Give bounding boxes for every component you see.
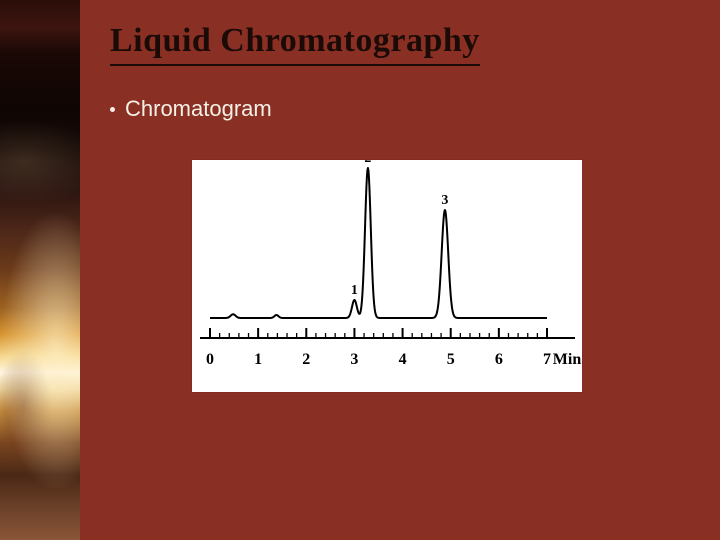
svg-text:5: 5 <box>447 351 455 368</box>
bullet-dot-icon <box>110 107 115 112</box>
bullet-item: Chromatogram <box>110 96 272 122</box>
svg-text:1: 1 <box>254 351 262 368</box>
slide-title: Liquid Chromatography <box>110 22 480 66</box>
svg-text:1: 1 <box>351 283 358 298</box>
sidebar-glow <box>0 0 80 540</box>
svg-text:7: 7 <box>543 351 551 368</box>
bullet-text: Chromatogram <box>125 96 272 122</box>
slide: Liquid Chromatography Chromatogram 0 1 2 3 4… <box>0 0 720 540</box>
chromatogram-figure: 0 1 2 3 4 5 6 7Min. 1 2 3 <box>192 160 582 392</box>
slide-main: Liquid Chromatography Chromatogram 0 1 2 3 4… <box>80 0 720 540</box>
svg-text:4: 4 <box>399 351 407 368</box>
chromatogram-chart: 0 1 2 3 4 5 6 7Min. 1 2 3 <box>192 160 582 392</box>
svg-text:3: 3 <box>350 351 358 368</box>
svg-text:6: 6 <box>495 351 503 368</box>
svg-text:2: 2 <box>302 351 310 368</box>
svg-text:3: 3 <box>441 193 448 208</box>
svg-text:0: 0 <box>206 351 214 368</box>
svg-text:Min.: Min. <box>553 351 582 368</box>
slide-title-text: Liquid Chromatography <box>110 22 480 66</box>
decorative-sidebar <box>0 0 80 540</box>
svg-text:2: 2 <box>364 160 371 166</box>
